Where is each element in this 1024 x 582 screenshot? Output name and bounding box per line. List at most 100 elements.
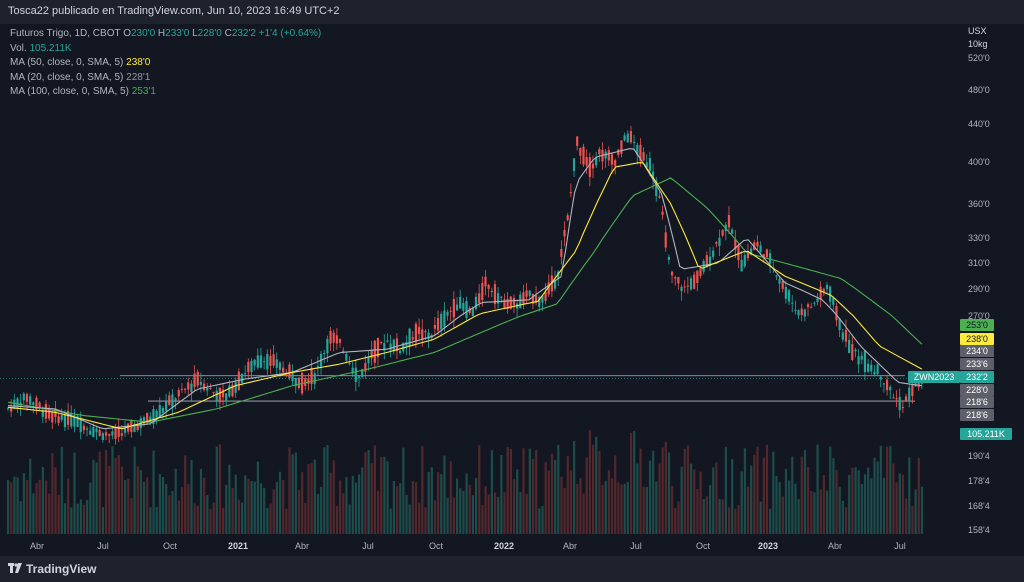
candle-body[interactable]	[484, 276, 487, 287]
candle-body[interactable]	[731, 229, 734, 234]
candle-body[interactable]	[282, 367, 285, 373]
candle-body[interactable]	[768, 253, 772, 264]
candle-body[interactable]	[645, 162, 648, 168]
candle-body[interactable]	[291, 370, 294, 382]
candle-body[interactable]	[392, 339, 395, 352]
candle-body[interactable]	[705, 255, 708, 268]
candle-body[interactable]	[180, 388, 184, 390]
candle-body[interactable]	[876, 364, 879, 375]
candle-body[interactable]	[471, 307, 474, 317]
candle-body[interactable]	[810, 306, 813, 308]
candle-body[interactable]	[155, 410, 158, 421]
candle-body[interactable]	[158, 405, 161, 418]
candle-body[interactable]	[152, 409, 155, 424]
candle-body[interactable]	[778, 278, 781, 284]
ma100-line[interactable]	[7, 177, 923, 423]
candle-body[interactable]	[579, 148, 582, 156]
candle-body[interactable]	[240, 373, 244, 383]
candle-body[interactable]	[797, 310, 800, 316]
candle-body[interactable]	[117, 426, 120, 437]
candle-body[interactable]	[860, 355, 863, 360]
candle-body[interactable]	[800, 308, 803, 316]
candle-body[interactable]	[531, 293, 535, 304]
candle-body[interactable]	[82, 425, 85, 431]
candle-body[interactable]	[354, 367, 357, 382]
candle-body[interactable]	[199, 381, 202, 385]
candle-body[interactable]	[534, 295, 538, 303]
candle-body[interactable]	[89, 430, 92, 435]
candle-body[interactable]	[528, 290, 531, 296]
candle-body[interactable]	[503, 299, 506, 308]
candle-body[interactable]	[734, 239, 737, 250]
candle-body[interactable]	[759, 245, 762, 252]
candle-body[interactable]	[620, 140, 623, 154]
candle-body[interactable]	[629, 131, 633, 143]
candle-body[interactable]	[585, 157, 588, 166]
candle-body[interactable]	[383, 343, 386, 351]
ma50-line[interactable]	[7, 162, 923, 430]
candle-body[interactable]	[263, 361, 266, 363]
candle-body[interactable]	[16, 398, 19, 408]
candle-body[interactable]	[29, 396, 32, 405]
symbol-label[interactable]: Futuros Trigo, 1D, CBOT	[10, 28, 121, 39]
candle-body[interactable]	[610, 154, 614, 165]
candle-body[interactable]	[553, 279, 557, 289]
candle-body[interactable]	[740, 259, 743, 272]
brand-name[interactable]: TradingView	[26, 562, 97, 576]
ma20-line[interactable]	[7, 148, 922, 430]
candle-body[interactable]	[794, 309, 797, 311]
candle-body[interactable]	[294, 377, 297, 387]
candle-body[interactable]	[544, 292, 547, 301]
candle-body[interactable]	[746, 250, 750, 259]
candle-body[interactable]	[231, 384, 234, 397]
candle-body[interactable]	[190, 383, 193, 393]
candle-body[interactable]	[908, 387, 911, 402]
candle-body[interactable]	[803, 309, 806, 317]
candle-body[interactable]	[79, 418, 82, 433]
candle-body[interactable]	[48, 408, 51, 419]
candle-body[interactable]	[326, 338, 329, 354]
candle-body[interactable]	[689, 278, 693, 290]
candle-body[interactable]	[411, 337, 414, 340]
candle-body[interactable]	[85, 428, 89, 430]
candle-body[interactable]	[22, 393, 25, 401]
candle-body[interactable]	[332, 332, 335, 343]
candle-body[interactable]	[879, 376, 882, 380]
candle-body[interactable]	[345, 353, 348, 361]
candle-body[interactable]	[683, 286, 686, 288]
candle-body[interactable]	[35, 397, 38, 410]
candle-body[interactable]	[6, 408, 10, 410]
candle-body[interactable]	[791, 302, 794, 304]
candle-body[interactable]	[661, 211, 664, 215]
price-chart[interactable]: 520'0 480'0 440'0 400'0 360'0 330'0 310'0 290'0…	[0, 24, 1024, 556]
candle-body[interactable]	[563, 229, 566, 237]
candle-body[interactable]	[361, 369, 364, 377]
candle-body[interactable]	[98, 429, 101, 436]
candle-body[interactable]	[212, 391, 215, 393]
candle-body[interactable]	[522, 292, 525, 304]
candle-body[interactable]	[569, 192, 572, 194]
candle-body[interactable]	[557, 271, 560, 279]
candle-body[interactable]	[702, 260, 705, 272]
candle-body[interactable]	[206, 387, 209, 391]
candle-body[interactable]	[636, 144, 639, 155]
candle-body[interactable]	[202, 383, 206, 391]
candle-body[interactable]	[313, 373, 316, 385]
candle-body[interactable]	[633, 141, 636, 143]
symbol-tag[interactable]	[908, 371, 960, 383]
candle-body[interactable]	[452, 298, 455, 318]
candle-body[interactable]	[506, 298, 509, 310]
candle-body[interactable]	[193, 373, 196, 388]
candle-body[interactable]	[297, 377, 301, 388]
candle-body[interactable]	[512, 297, 516, 306]
candle-body[interactable]	[674, 277, 677, 279]
candle-body[interactable]	[142, 417, 146, 424]
candle-body[interactable]	[572, 158, 576, 171]
candle-body[interactable]	[196, 371, 199, 386]
candle-body[interactable]	[848, 339, 851, 353]
candle-body[interactable]	[101, 433, 104, 440]
candle-body[interactable]	[177, 390, 180, 397]
candle-body[interactable]	[911, 383, 914, 397]
candle-body[interactable]	[832, 297, 835, 305]
candle-body[interactable]	[857, 356, 860, 365]
